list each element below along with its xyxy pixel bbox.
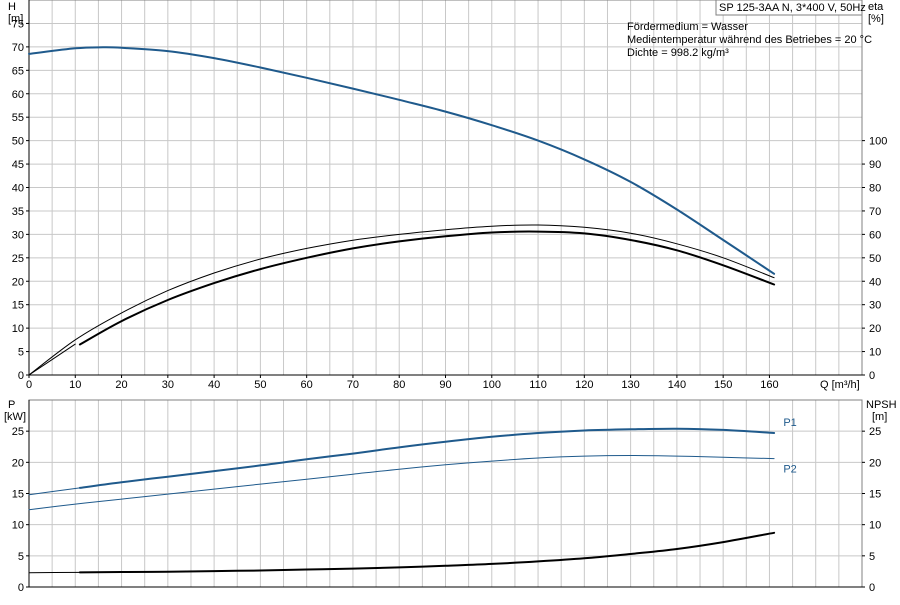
series-label-p2: P2 — [783, 464, 796, 476]
left-tick-label: 65 — [12, 65, 24, 77]
left-tick-label: 15 — [12, 300, 24, 312]
left-tick-label: 40 — [12, 183, 24, 195]
right-tick-label: 30 — [869, 300, 881, 312]
right-tick-label: 100 — [869, 136, 887, 148]
npsh-axis-unit: [m] — [872, 411, 887, 423]
x-tick-label: 0 — [26, 379, 32, 391]
x-tick-label: 40 — [208, 379, 220, 391]
right-tick-label: 0 — [869, 370, 875, 382]
right-tick-label: 90 — [869, 159, 881, 171]
upper-panel: 0510152025303540455055606570750102030405… — [12, 0, 888, 391]
x-tick-label: 80 — [393, 379, 405, 391]
right-tick-label: 70 — [869, 206, 881, 218]
left-tick-label: 20 — [12, 457, 24, 469]
left-tick-label: 70 — [12, 42, 24, 54]
right-tick-label: 50 — [869, 253, 881, 265]
x-tick-label: 130 — [621, 379, 639, 391]
left-tick-label: 25 — [12, 253, 24, 265]
left-tick-label: 25 — [12, 426, 24, 438]
x-tick-label: 30 — [162, 379, 174, 391]
left-tick-label: 5 — [18, 551, 24, 563]
x-tick-label: 50 — [254, 379, 266, 391]
lower-panel: 0 5 10 15 20 25 0 5 10 15 20 25 P1 P2 — [12, 400, 882, 594]
left-tick-label: 30 — [12, 229, 24, 241]
right-tick-label: 0 — [869, 582, 875, 594]
series-label-p1: P1 — [783, 417, 796, 429]
info-density: Dichte = 998.2 kg/m³ — [627, 47, 729, 59]
power-axis-unit: [kW] — [4, 411, 26, 423]
right-tick-label: 20 — [869, 323, 881, 335]
x-tick-label: 110 — [529, 379, 547, 391]
power-axis-name: P — [8, 399, 15, 411]
series-line-1-3 — [80, 533, 774, 573]
x-tick-label: 120 — [575, 379, 593, 391]
flow-axis-label: Q [m³/h] — [820, 379, 860, 391]
left-tick-label: 15 — [12, 489, 24, 501]
x-tick-label: 160 — [760, 379, 778, 391]
left-tick-label: 45 — [12, 159, 24, 171]
eta-axis-name: eta — [868, 1, 884, 13]
left-tick-label: 20 — [12, 276, 24, 288]
left-tick-label: 0 — [18, 582, 24, 594]
left-tick-label: 60 — [12, 89, 24, 101]
right-tick-label: 25 — [869, 426, 881, 438]
x-tick-label: 100 — [483, 379, 501, 391]
series-line-0-2 — [80, 232, 774, 345]
series-line-1-0 — [80, 429, 774, 488]
info-medium: Fördermedium = Wasser — [627, 21, 748, 33]
right-tick-label: 40 — [869, 276, 881, 288]
right-tick-label: 20 — [869, 457, 881, 469]
right-tick-label: 15 — [869, 489, 881, 501]
right-tick-label: 5 — [869, 551, 875, 563]
right-tick-label: 60 — [869, 229, 881, 241]
eta-axis-unit: [%] — [868, 13, 884, 25]
left-tick-label: 10 — [12, 323, 24, 335]
x-tick-label: 140 — [668, 379, 686, 391]
left-tick-label: 55 — [12, 112, 24, 124]
x-tick-label: 20 — [115, 379, 127, 391]
npsh-axis-name: NPSH — [866, 399, 897, 411]
x-tick-label: 60 — [301, 379, 313, 391]
left-tick-label: 5 — [18, 347, 24, 359]
right-tick-label: 10 — [869, 347, 881, 359]
info-temperature: Medientemperatur während des Betriebes =… — [627, 34, 872, 46]
head-axis-name: H — [8, 1, 16, 13]
left-tick-label: 35 — [12, 206, 24, 218]
x-tick-label: 70 — [347, 379, 359, 391]
left-tick-label: 0 — [18, 370, 24, 382]
pump-model-label: SP 125-3AA N, 3*400 V, 50Hz — [719, 2, 866, 14]
left-tick-label: 10 — [12, 520, 24, 532]
x-tick-label: 10 — [69, 379, 81, 391]
x-tick-label: 90 — [439, 379, 451, 391]
right-tick-label: 80 — [869, 183, 881, 195]
left-tick-label: 50 — [12, 136, 24, 148]
right-tick-label: 10 — [869, 520, 881, 532]
head-axis-unit: [m] — [8, 13, 23, 25]
series-line-1-2 — [29, 456, 774, 510]
x-tick-label: 150 — [714, 379, 732, 391]
